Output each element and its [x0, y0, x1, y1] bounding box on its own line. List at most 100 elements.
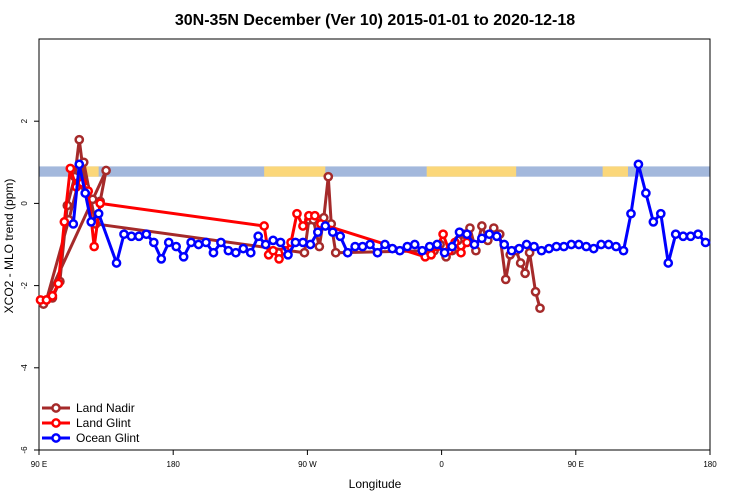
- data-point: [500, 274, 511, 285]
- data-point: [641, 188, 651, 198]
- data-point: [141, 229, 152, 240]
- y-tick-label: -2: [20, 281, 29, 289]
- plot-frame: [38, 38, 711, 451]
- data-point: [59, 217, 70, 227]
- data-point: [477, 221, 487, 231]
- x-axis-label: Longitude: [349, 477, 402, 491]
- data-point: [573, 239, 584, 250]
- data-point: [292, 208, 302, 219]
- data-point: [670, 229, 681, 240]
- data-point: [274, 254, 284, 264]
- legend-marker: [51, 433, 61, 443]
- data-point: [409, 239, 420, 250]
- legend-item: Ocean Glint: [42, 431, 140, 445]
- data-point: [350, 241, 360, 252]
- data-point: [559, 241, 569, 252]
- data-point: [314, 241, 325, 252]
- series-line: [42, 138, 542, 309]
- data-point: [678, 231, 689, 242]
- data-point: [268, 245, 278, 256]
- data-point: [581, 241, 592, 252]
- data-point: [544, 243, 554, 254]
- series-line: [40, 166, 469, 302]
- x-tick-label: 0: [439, 460, 444, 469]
- legend-label: Land Glint: [76, 416, 131, 430]
- data-point: [462, 229, 472, 240]
- data-point: [134, 231, 144, 242]
- data-point: [193, 239, 204, 250]
- data-point: [327, 227, 338, 238]
- x-tick-label: 90 E: [568, 460, 584, 469]
- y-tick-label: 0: [20, 201, 29, 206]
- data-point: [387, 243, 398, 254]
- data-point: [491, 231, 502, 242]
- data-point: [372, 247, 383, 258]
- data-point: [101, 165, 111, 176]
- data-point: [447, 241, 457, 252]
- data-point: [126, 231, 137, 242]
- data-point: [201, 237, 211, 248]
- chart-title: 30N-35N December (Ver 10) 2015-01-01 to …: [175, 12, 575, 29]
- data-point: [439, 247, 450, 258]
- data-point: [515, 258, 526, 268]
- legend-label: Ocean Glint: [76, 431, 140, 445]
- data-point: [484, 229, 495, 240]
- data-point: [111, 258, 122, 268]
- data-point: [588, 243, 599, 254]
- data-point: [454, 227, 465, 238]
- series-ocean-glint: [68, 159, 711, 268]
- data-point: [633, 159, 644, 170]
- data-point: [655, 208, 666, 219]
- data-point: [521, 239, 532, 250]
- data-point: [89, 241, 100, 252]
- data-point: [394, 245, 405, 256]
- data-point: [283, 249, 293, 260]
- data-point: [305, 239, 316, 250]
- data-point: [186, 237, 196, 248]
- ocean-band: [39, 166, 710, 177]
- data-point: [253, 231, 264, 242]
- data-point: [603, 239, 614, 250]
- data-point: [47, 291, 58, 301]
- data-point: [424, 241, 435, 252]
- data-point: [312, 227, 323, 238]
- data-point: [320, 221, 331, 231]
- data-point: [566, 239, 577, 250]
- x-tick-label: 90 W: [298, 460, 317, 469]
- data-point: [551, 241, 562, 252]
- data-point: [335, 231, 346, 242]
- data-point: [477, 233, 487, 244]
- x-tick-label: 180: [167, 460, 181, 469]
- data-point: [260, 239, 271, 250]
- data-point: [535, 303, 545, 314]
- data-point: [469, 239, 480, 250]
- data-point: [536, 245, 547, 256]
- data-point: [514, 243, 524, 254]
- data-point: [456, 247, 466, 258]
- data-point: [342, 247, 353, 258]
- data-point: [53, 278, 64, 289]
- data-point: [529, 241, 539, 252]
- data-point: [693, 229, 703, 240]
- data-point: [438, 229, 448, 240]
- x-axis: 90 E 180 90 W 0 90 E 180: [31, 450, 717, 469]
- data-point: [268, 235, 278, 246]
- data-point: [93, 208, 104, 219]
- data-point: [357, 241, 368, 252]
- data-point: [299, 247, 310, 258]
- data-point: [596, 239, 606, 250]
- series-land-nadir: [38, 134, 545, 314]
- data-point: [119, 229, 129, 240]
- data-point: [417, 245, 428, 256]
- legend-item: Land Nadir: [42, 401, 135, 415]
- data-point: [95, 198, 105, 209]
- data-point: [65, 163, 76, 174]
- x-tick-label: 90 E: [31, 460, 47, 469]
- data-point: [432, 239, 442, 250]
- x-tick-label: 180: [703, 460, 717, 469]
- data-point: [216, 237, 226, 248]
- data-point: [524, 247, 535, 258]
- data-point: [323, 171, 334, 182]
